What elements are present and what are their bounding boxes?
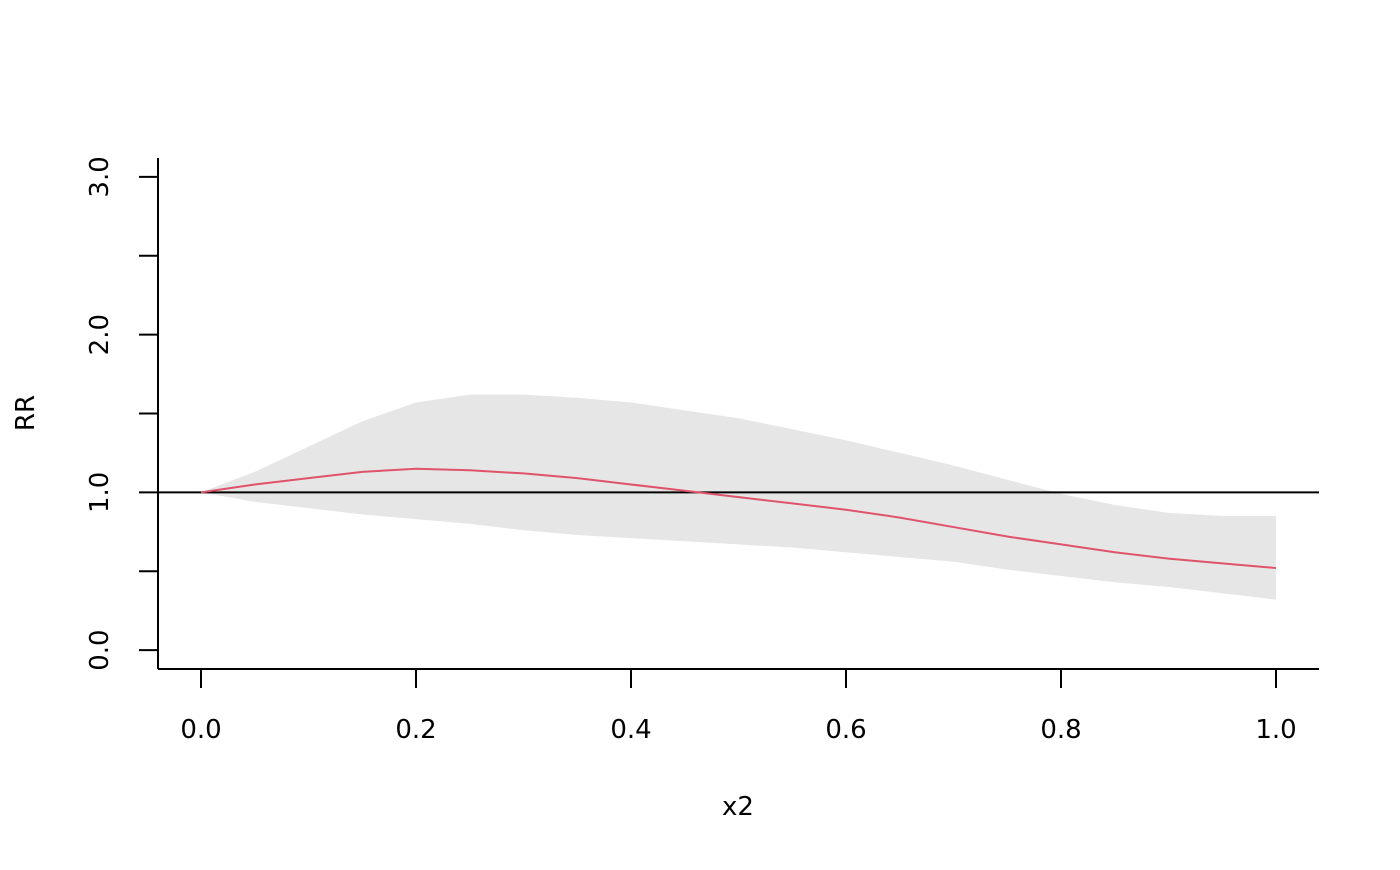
y-axis-label: RR (11, 395, 41, 431)
fit-line (200, 467, 1277, 570)
x-tick-label: 0.6 (825, 715, 866, 745)
y-tick-label: 2.0 (85, 314, 115, 355)
x-axis-label: x2 (722, 792, 754, 822)
y-tick-label: 1.0 (85, 472, 115, 513)
y-tick-label: 0.0 (85, 629, 115, 670)
y-tick-label: 3.0 (85, 156, 115, 197)
x-tick-label: 1.0 (1255, 715, 1296, 745)
x-tick-label: 0.2 (395, 715, 436, 745)
x-tick-label: 0.4 (610, 715, 651, 745)
x-tick-label: 0.0 (180, 715, 221, 745)
x-tick-label: 0.8 (1040, 715, 1081, 745)
